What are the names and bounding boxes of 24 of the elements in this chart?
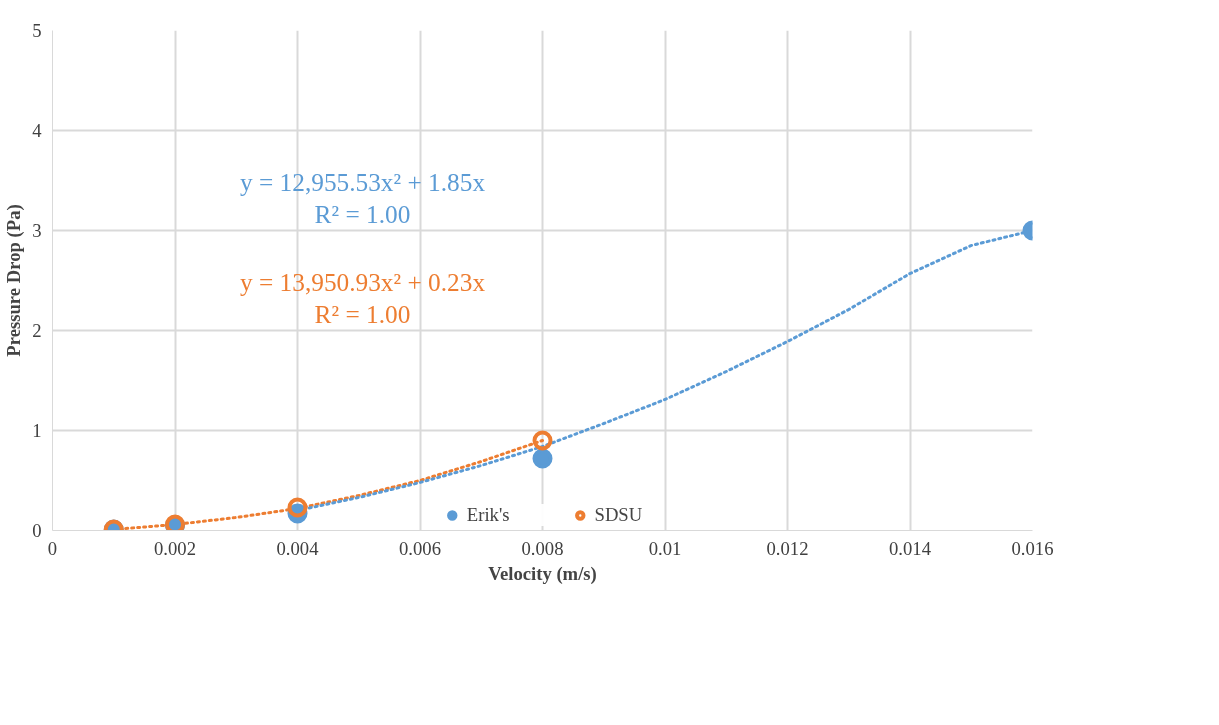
- x-tick-label: 0: [47, 537, 58, 559]
- legend-label: SDSU: [594, 504, 643, 526]
- annotation: y = 13,950.93x² + 0.23x R² = 1.00: [239, 267, 486, 328]
- x-tick-label: 0.008: [521, 537, 564, 559]
- y-tick-label: 1: [32, 420, 42, 441]
- annotation: y = 12,955.53x² + 1.85x R² = 1.00: [239, 167, 486, 228]
- x-tick-label: 0.016: [1011, 537, 1054, 559]
- x-tick-label: 0.004: [276, 537, 320, 559]
- y-tick-label: 4: [32, 120, 43, 141]
- x-tick-label: 0.002: [154, 537, 196, 559]
- x-axis-title: Velocity (m/s): [488, 562, 597, 585]
- y-tick-label: 2: [32, 320, 42, 341]
- y-tick-label: 5: [32, 20, 42, 41]
- x-tick-label: 0.01: [648, 537, 682, 559]
- x-tick-label: 0.014: [889, 537, 932, 559]
- point: [532, 430, 553, 451]
- legend-label: Erik's: [466, 504, 510, 526]
- x-tick-label: 0.012: [766, 537, 809, 559]
- point: [287, 497, 308, 518]
- point: [532, 448, 553, 469]
- x-tick-label: 0.006: [399, 537, 441, 559]
- y-tick-label: 3: [32, 220, 42, 241]
- y-axis-title: Pressure Drop (Pa): [3, 204, 26, 357]
- y-tick-label: 0: [32, 520, 42, 541]
